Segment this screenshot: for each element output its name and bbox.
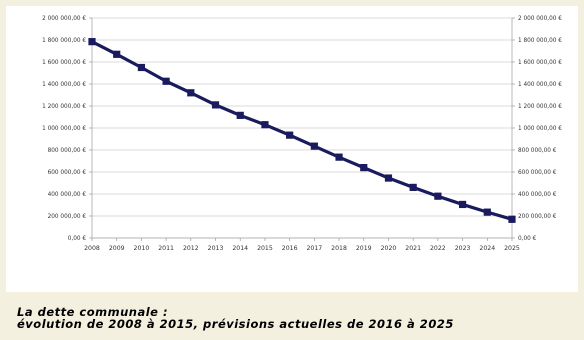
x-tick-label: 2014 (232, 245, 248, 252)
data-point-marker (88, 38, 96, 46)
data-point-marker (137, 63, 146, 72)
y-tick-label-right: 1 600 000,00 € (518, 58, 562, 66)
data-point-marker (162, 77, 170, 85)
y-tick-label-left: 1 400 000,00 € (42, 80, 86, 88)
figure-caption: La dette communale : évolution de 2008 à… (17, 306, 577, 330)
y-tick-label-right: 2 000 000,00 € (518, 14, 562, 22)
x-tick-label: 2010 (134, 245, 150, 252)
y-tick-label-left: 0,00 € (68, 234, 87, 242)
x-tick-label: 2023 (455, 245, 471, 252)
series-line (91, 40, 513, 221)
x-tick-label: 2011 (158, 245, 174, 252)
data-point-marker (310, 142, 318, 150)
x-tick-label: 2009 (109, 245, 125, 252)
line-chart: 0,00 € 200 000,00 € 400 000,00 € 600 000,00… (42, 14, 562, 252)
data-point-marker (384, 174, 393, 182)
x-tick-label: 2013 (208, 245, 224, 252)
y-tick-label-right: 1 200 000,00 € (518, 102, 562, 110)
data-point-marker (236, 111, 244, 119)
y-tick-label-right: 0,00 € (518, 234, 537, 242)
data-point-marker (483, 208, 491, 216)
data-point-marker (508, 215, 516, 223)
y-tick-label-left: 1 600 000,00 € (42, 58, 86, 66)
y-tick-label-right: 800 000,00 € (518, 146, 557, 154)
y-tick-label-left: 200 000,00 € (48, 212, 87, 220)
axes (89, 17, 515, 241)
x-tick-label: 2018 (331, 245, 347, 252)
x-tick-label: 2021 (405, 245, 421, 252)
data-point-marker (113, 50, 121, 58)
gridlines (92, 17, 512, 239)
x-tick-label: 2017 (306, 245, 322, 252)
data-point-marker (286, 131, 294, 139)
x-tick-label: 2020 (381, 245, 397, 252)
series-debt (88, 38, 516, 223)
y-tick-label-left: 1 800 000,00 € (42, 36, 86, 44)
x-tick-label: 2022 (430, 245, 446, 252)
x-tick-label: 2025 (504, 245, 520, 252)
x-tick-label: 2016 (282, 245, 298, 252)
x-tick-label: 2015 (257, 245, 273, 252)
y-tick-label-right: 1 800 000,00 € (518, 36, 562, 44)
y-tick-label-left: 2 000 000,00 € (42, 14, 86, 22)
y-tick-label-left: 1 000 000,00 € (42, 124, 86, 132)
data-point-marker (187, 89, 195, 97)
x-tick-label: 2012 (183, 245, 199, 252)
data-point-marker (458, 200, 467, 209)
y-tick-label-right: 600 000,00 € (518, 168, 557, 176)
data-point-marker (434, 192, 442, 200)
y-tick-label-right: 1 400 000,00 € (518, 80, 562, 88)
x-tick-label: 2024 (479, 245, 495, 252)
caption-line-2: évolution de 2008 à 2015, prévisions act… (17, 317, 454, 331)
x-axis-labels: 2008 2009 2010 2011 2012 2013 2014 2015 2016 2017… (84, 245, 520, 252)
caption-line-1: La dette communale : (17, 305, 169, 319)
data-point-marker (261, 121, 269, 129)
y-axis-left-labels: 0,00 € 200 000,00 € 400 000,00 € 600 000,00… (42, 14, 86, 242)
y-tick-label-left: 800 000,00 € (48, 146, 87, 154)
y-axis-right-labels: 0,00 € 200 000,00 € 400 000,00 € 600 000,00… (518, 14, 562, 242)
data-point-marker (409, 183, 417, 191)
data-point-marker (360, 164, 368, 172)
x-tick-label: 2008 (84, 245, 100, 252)
chart-panel: 0,00 € 200 000,00 € 400 000,00 € 600 000,00… (6, 6, 578, 292)
y-tick-label-right: 400 000,00 € (518, 190, 557, 198)
y-tick-label-right: 200 000,00 € (518, 212, 557, 220)
x-tick-label: 2019 (356, 245, 372, 252)
y-tick-label-right: 1 000 000,00 € (518, 124, 562, 132)
y-tick-label-left: 400 000,00 € (48, 190, 87, 198)
data-point-marker (335, 153, 343, 161)
data-point-marker (211, 101, 220, 109)
y-tick-label-left: 600 000,00 € (48, 168, 87, 176)
y-tick-label-left: 1 200 000,00 € (42, 102, 86, 110)
